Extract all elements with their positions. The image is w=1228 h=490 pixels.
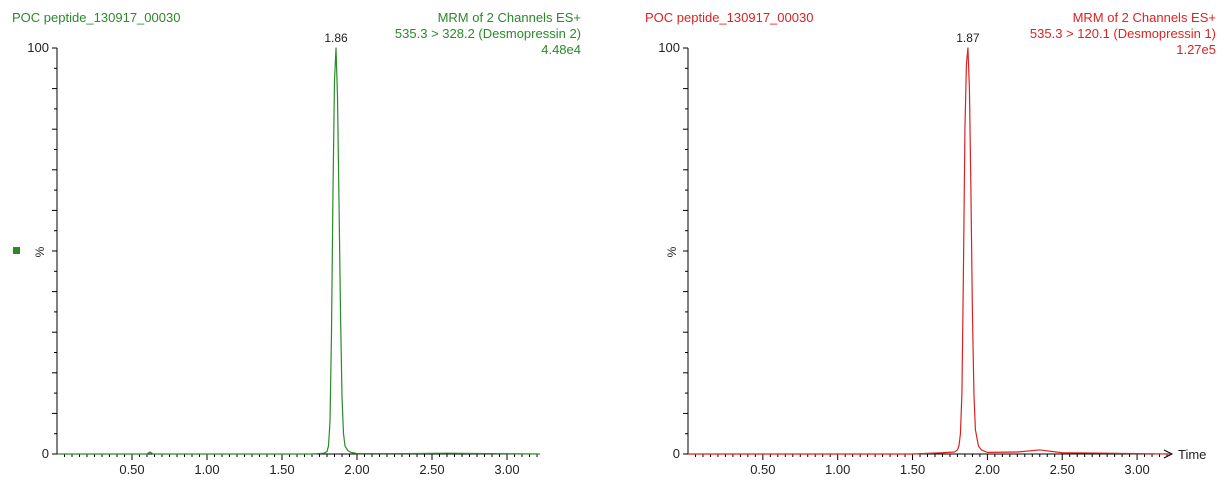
chart-2-x-tick-label: 2.00 <box>975 462 1000 477</box>
chart-2-x-tick-label: 2.50 <box>1050 462 1075 477</box>
chart-1-x-tick-label: 1.50 <box>269 462 294 477</box>
chart-2-y-tick-label: 100 <box>658 40 680 55</box>
chart-1-y-tick-label: 0 <box>42 446 49 461</box>
chart-2-y-tick-label: 0 <box>673 446 680 461</box>
chart-1-header-right-line-1: MRM of 2 Channels ES+ <box>438 10 581 25</box>
chart-1-y-tick-label: 100 <box>27 40 49 55</box>
chart-1-x-tick-label: 2.00 <box>344 462 369 477</box>
chart-1-header-right-line-2: 535.3 > 328.2 (Desmopressin 2) <box>395 26 581 41</box>
chart-2-x-tick-label: 1.50 <box>900 462 925 477</box>
chart-1-series-line <box>57 47 541 455</box>
chart-1-x-tick-label: 2.50 <box>419 462 444 477</box>
chart-2-header-right-line-2: 535.3 > 120.1 (Desmopressin 1) <box>1030 26 1216 41</box>
chart-1-y-axis-label: % <box>33 246 47 257</box>
chart-2-x-tick-label: 3.00 <box>1124 462 1149 477</box>
chart-2-header-right-line-3: 1.27e5 <box>1176 42 1216 57</box>
chart-2-x-tick-label: 1.00 <box>825 462 850 477</box>
chart-2-x-tick-label: 0.50 <box>750 462 775 477</box>
chart-2-series-line <box>688 47 1171 455</box>
chart-2-x-axis-arrow <box>1163 449 1174 459</box>
chart-2-header-left: POC peptide_130917_00030 <box>645 10 813 25</box>
chart-2-header-right-line-1: MRM of 2 Channels ES+ <box>1073 10 1216 25</box>
chart-1-panel: POC peptide_130917_00030 MRM of 2 Channel… <box>12 10 581 477</box>
chart-1-peak-label: 1.86 <box>324 31 348 45</box>
chart-1-x-tick-label: 1.00 <box>194 462 219 477</box>
chart-1-x-tick-label: 3.00 <box>494 462 519 477</box>
chart-1-series-marker <box>13 247 20 254</box>
chart-1-header-left: POC peptide_130917_00030 <box>12 10 180 25</box>
chart-2-x-axis-label: Time <box>1178 447 1206 462</box>
chart-2-panel: POC peptide_130917_00030 MRM of 2 Channel… <box>645 10 1216 477</box>
chart-1-header-right-line-3: 4.48e4 <box>541 42 581 57</box>
chart-2-peak-label: 1.87 <box>956 31 980 45</box>
chart-2-y-axis-label: % <box>665 246 679 257</box>
chart-1-x-tick-label: 0.50 <box>119 462 144 477</box>
